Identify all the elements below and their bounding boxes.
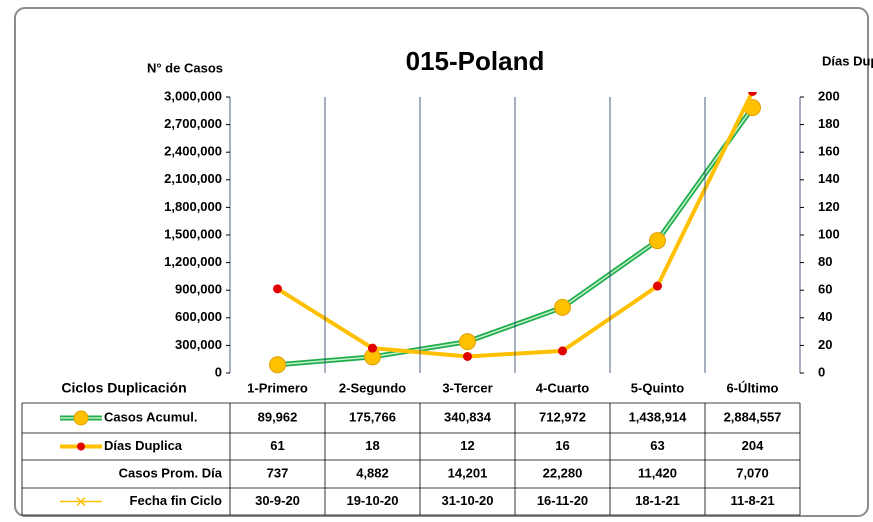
y2-tick-label: 180 bbox=[818, 116, 840, 131]
y-tick-label: 1,800,000 bbox=[164, 199, 222, 214]
y-tick-label: 600,000 bbox=[175, 309, 222, 324]
table-cell: 30-9-20 bbox=[255, 493, 300, 508]
y2-tick-label: 160 bbox=[818, 144, 840, 159]
y-tick-label: 2,400,000 bbox=[164, 144, 222, 159]
table-cell: 14,201 bbox=[448, 465, 488, 480]
x-tick-label: 6-Último bbox=[727, 380, 779, 395]
y-tick-label: 300,000 bbox=[175, 337, 222, 352]
data-point bbox=[269, 356, 286, 374]
y-tick-label: 3,000,000 bbox=[164, 88, 222, 103]
data-point bbox=[649, 232, 666, 250]
table-cell: 16 bbox=[555, 438, 569, 453]
x-tick-label: 2-Segundo bbox=[339, 380, 406, 395]
data-point bbox=[653, 281, 662, 291]
data-point bbox=[273, 284, 282, 294]
table-cell: 31-10-20 bbox=[441, 493, 493, 508]
y2-tick-label: 100 bbox=[818, 226, 840, 241]
table-cell: 12 bbox=[460, 438, 474, 453]
y2-tick-label: 200 bbox=[818, 88, 840, 103]
table-cell: 18 bbox=[365, 438, 379, 453]
y-axis-label: N° de Casos bbox=[147, 60, 223, 75]
table-cell: 175,766 bbox=[349, 409, 396, 424]
legend-label: Días Duplica bbox=[104, 438, 183, 453]
y-tick-label: 1,500,000 bbox=[164, 226, 222, 241]
table-cell: 22,280 bbox=[543, 465, 583, 480]
table-cell: 19-10-20 bbox=[346, 493, 398, 508]
y2-tick-label: 0 bbox=[818, 364, 825, 379]
x-tick-label: 4-Cuarto bbox=[536, 380, 590, 395]
chart-frame bbox=[14, 7, 869, 517]
table-cell: 4,882 bbox=[356, 465, 389, 480]
y2-tick-label: 40 bbox=[818, 309, 832, 324]
x-tick-label: 1-Primero bbox=[247, 380, 308, 395]
y2-tick-label: 80 bbox=[818, 254, 832, 269]
data-point bbox=[554, 298, 571, 316]
row-label: Fecha fin Ciclo bbox=[130, 493, 223, 508]
chart-title: 015-Poland bbox=[406, 46, 545, 76]
y2-tick-label: 140 bbox=[818, 171, 840, 186]
legend-marker bbox=[76, 496, 86, 507]
table-cell: 18-1-21 bbox=[635, 493, 680, 508]
table-cell: 1,438,914 bbox=[629, 409, 688, 424]
table-cell: 11,420 bbox=[638, 465, 677, 480]
y-tick-label: 0 bbox=[215, 364, 222, 379]
table-cell: 2,884,557 bbox=[724, 409, 782, 424]
table-cell: 61 bbox=[270, 438, 284, 453]
y2-tick-label: 120 bbox=[818, 199, 840, 214]
category-label: Ciclos Duplicación bbox=[61, 380, 186, 396]
legend-marker bbox=[77, 442, 85, 451]
table-cell: 16-11-20 bbox=[537, 493, 588, 508]
table-cell: 340,834 bbox=[444, 409, 492, 424]
table-cell: 63 bbox=[650, 438, 664, 453]
table-cell: 737 bbox=[267, 465, 289, 480]
legend-marker bbox=[73, 410, 89, 426]
data-point bbox=[368, 343, 377, 353]
x-tick-label: 5-Quinto bbox=[631, 380, 684, 395]
data-point bbox=[558, 346, 567, 356]
row-label: Casos Prom. Día bbox=[119, 465, 223, 480]
table-cell: 89,962 bbox=[258, 409, 298, 424]
y-tick-label: 1,200,000 bbox=[164, 254, 222, 269]
y2-axis-label: Días Duplicación bbox=[822, 53, 873, 68]
x-tick-label: 3-Tercer bbox=[442, 380, 492, 395]
legend-label: Casos Acumul. bbox=[104, 409, 197, 424]
data-point bbox=[459, 333, 476, 351]
table-cell: 712,972 bbox=[539, 409, 586, 424]
y-tick-label: 900,000 bbox=[175, 282, 222, 297]
y-tick-label: 2,100,000 bbox=[164, 171, 222, 186]
table-cell: 204 bbox=[742, 438, 764, 453]
table-cell: 7,070 bbox=[736, 465, 769, 480]
y-tick-label: 2,700,000 bbox=[164, 116, 222, 131]
data-point bbox=[748, 92, 757, 96]
y2-tick-label: 20 bbox=[818, 337, 832, 352]
y2-tick-label: 60 bbox=[818, 282, 832, 297]
table-cell: 11-8-21 bbox=[730, 493, 774, 508]
data-point bbox=[463, 351, 472, 361]
